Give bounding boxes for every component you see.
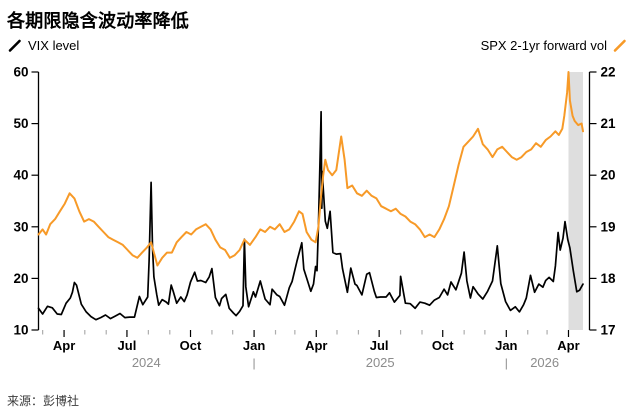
legend-vix: VIX level bbox=[8, 38, 79, 53]
x-axis-month-label: Jul bbox=[370, 338, 389, 353]
left-axis-tick-label: 50 bbox=[13, 116, 28, 131]
right-axis-tick-label: 17 bbox=[601, 323, 616, 338]
left-axis-tick-label: 20 bbox=[13, 271, 28, 286]
right-axis-tick-label: 19 bbox=[601, 219, 616, 234]
forward-vol-line-swatch bbox=[613, 39, 626, 52]
right-axis-tick-label: 21 bbox=[601, 116, 617, 131]
x-axis-year-label: 2026 bbox=[530, 355, 559, 370]
left-axis-tick-label: 10 bbox=[13, 323, 28, 338]
x-axis-month-label: Oct bbox=[432, 338, 454, 353]
x-axis-month-label: Apr bbox=[305, 338, 327, 353]
page-title: 各期限隐含波动率降低 bbox=[7, 11, 189, 31]
right-axis-tick-label: 18 bbox=[601, 271, 617, 286]
year-separator: | bbox=[505, 356, 508, 370]
highlight-band bbox=[568, 72, 583, 330]
spx-forward-vol-series-line bbox=[37, 71, 584, 267]
x-axis-year-label: 2024 bbox=[132, 355, 161, 370]
x-axis-month-label: Apr bbox=[557, 338, 579, 353]
source-note: 来源：彭博社 bbox=[7, 394, 80, 408]
x-axis-month-label: Apr bbox=[53, 338, 75, 353]
left-axis-tick-label: 40 bbox=[13, 168, 28, 183]
vix-line-swatch bbox=[8, 39, 21, 52]
right-axis-tick-label: 20 bbox=[601, 168, 616, 183]
x-axis-month-label: Oct bbox=[180, 338, 202, 353]
legend-vix-label: VIX level bbox=[28, 38, 80, 53]
year-separator: | bbox=[253, 356, 256, 370]
left-axis-tick-label: 30 bbox=[13, 219, 28, 234]
left-axis-tick-label: 60 bbox=[13, 65, 28, 80]
x-axis-month-label: Jan bbox=[243, 338, 265, 353]
vix-series-line bbox=[37, 110, 584, 321]
legend-forward-vol: SPX 2-1yr forward vol bbox=[481, 38, 627, 53]
x-axis-year-label: 2025 bbox=[366, 355, 395, 370]
right-axis-tick-label: 22 bbox=[601, 65, 616, 80]
x-axis-month-label: Jan bbox=[495, 338, 517, 353]
x-axis-month-label: Jul bbox=[118, 338, 137, 353]
legend-forward-vol-label: SPX 2-1yr forward vol bbox=[480, 38, 607, 53]
